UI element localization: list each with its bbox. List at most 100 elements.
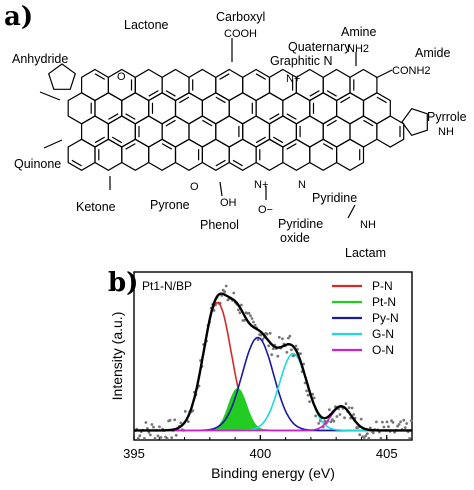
data-point [311, 392, 315, 396]
label-o-pyrone: O [190, 181, 199, 193]
label-nh-lactam: NH [360, 219, 376, 231]
data-point [183, 410, 187, 413]
data-point [174, 433, 178, 437]
label-pyrrole: Pyrrole [427, 110, 467, 124]
label-n-graphitic: N+ [286, 73, 301, 85]
xps-plot-area: 395 400 405 Binding energy (eV) Intensity (a… [109, 271, 413, 481]
double-bond [376, 96, 387, 104]
data-point [150, 423, 154, 426]
data-point [362, 436, 366, 439]
label-amine: Amine [341, 25, 377, 39]
legend-label: O-N [372, 343, 394, 357]
double-bond [108, 113, 119, 120]
data-point [247, 311, 251, 315]
component-pt-n-area [134, 388, 412, 432]
double-bond [125, 113, 136, 120]
label-quaternary-2: Graphitic N [270, 54, 333, 68]
data-point [270, 353, 274, 357]
double-bond [215, 96, 226, 104]
data-point [308, 400, 311, 403]
label-n-pyridine: N [298, 179, 306, 191]
data-point [347, 406, 351, 409]
data-point [138, 434, 142, 438]
panel-a-letter: a) [4, 2, 34, 32]
data-point [352, 413, 355, 416]
data-point [285, 350, 289, 354]
double-bond [71, 159, 82, 167]
label-quaternary-1: Quaternary [288, 40, 351, 54]
sample-label: Pt1-N/BP [142, 279, 192, 293]
y-axis-title: Intensity (a.u.) [109, 312, 125, 401]
double-bond [215, 159, 226, 167]
data-point [265, 332, 269, 336]
substituent-bond [219, 181, 223, 197]
data-point [277, 335, 281, 339]
data-point [381, 420, 384, 424]
double-bond [232, 159, 243, 167]
label-anhydride: Anhydride [12, 52, 69, 66]
data-point [343, 416, 346, 420]
data-point [186, 420, 190, 423]
data-point [159, 436, 163, 439]
component-py-n-curve [134, 336, 412, 432]
data-point [240, 303, 243, 307]
label-pyrone: Pyrone [150, 198, 190, 212]
data-point [232, 291, 236, 295]
data-point [156, 434, 160, 438]
data-point [338, 413, 342, 416]
data-point [375, 420, 378, 424]
double-bond [125, 143, 136, 150]
data-point [294, 344, 298, 348]
data-point [143, 437, 146, 440]
label-conh2: CONH2 [392, 65, 431, 77]
x-tick-label: 405 [376, 446, 398, 461]
data-point [382, 425, 386, 429]
plot-frame [133, 271, 413, 441]
data-point [287, 336, 290, 340]
label-ketone: Ketone [76, 200, 116, 214]
data-point [173, 418, 177, 422]
label-phenol: Phenol [200, 218, 239, 232]
data-point [350, 406, 354, 410]
label-nh-pyrrole: NH [438, 126, 454, 138]
component-p-n-curve [134, 301, 412, 432]
anhydride-ring [47, 63, 77, 90]
data-point [238, 311, 242, 315]
label-n-plus: N+ [254, 179, 269, 191]
data-point [288, 334, 292, 338]
data-point [329, 420, 333, 424]
data-point [405, 422, 409, 425]
double-bond [161, 143, 173, 150]
data-point [365, 432, 369, 435]
double-bond [255, 73, 267, 80]
legend-label: P-N [372, 279, 393, 293]
data-point [153, 437, 157, 440]
data-point [179, 421, 183, 425]
data-point [281, 337, 284, 341]
data-point [168, 418, 172, 422]
data-point [268, 331, 272, 335]
data-point [253, 323, 257, 327]
double-bond [148, 90, 159, 97]
double-bond [286, 113, 297, 120]
legend: P-N Pt-N Py-N G-N O-N [332, 279, 399, 357]
data-point [250, 317, 254, 320]
label-o-minus: O− [258, 204, 273, 216]
data-point [191, 409, 195, 412]
double-bond [363, 119, 374, 127]
label-lactone: Lactone [124, 18, 169, 32]
label-nh2: NH2 [347, 43, 370, 55]
data-point [249, 314, 252, 318]
data-point [165, 437, 169, 440]
data-point [408, 437, 412, 440]
data-point [317, 422, 321, 425]
data-point [243, 319, 246, 322]
data-point [306, 393, 310, 397]
x-axis-title: Binding energy (eV) [211, 465, 335, 481]
data-point [299, 352, 302, 355]
data-point [149, 433, 152, 437]
label-pyridine-oxide-1: Pyridine [278, 217, 324, 231]
data-point [271, 347, 275, 351]
